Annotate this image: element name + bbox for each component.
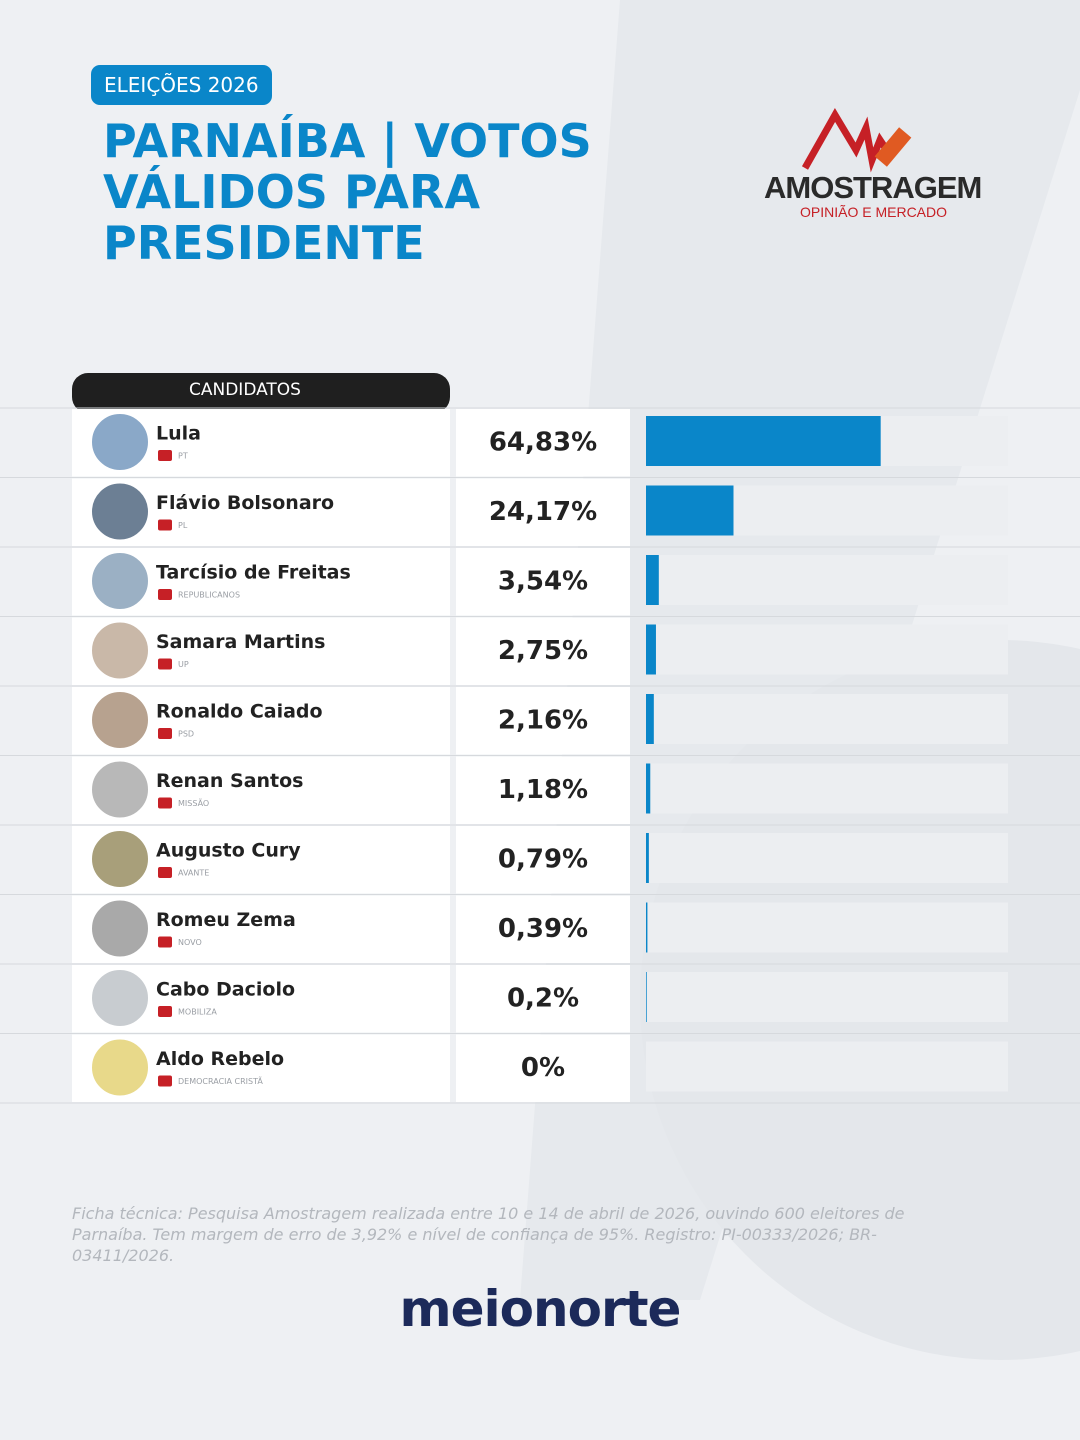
bar (646, 902, 648, 953)
bar-track (646, 555, 1008, 605)
candidate-photo (90, 481, 150, 542)
candidate-name: Aldo Rebelo (156, 1048, 284, 1070)
value-cell (456, 826, 630, 894)
value-label: 2,16% (498, 706, 588, 736)
tag: ELEIÇÕES 2026 (91, 65, 272, 105)
bar-track (646, 763, 1008, 814)
party-icon (158, 936, 172, 948)
candidate-name: Ronaldo Caiado (156, 701, 323, 723)
candidate-name: Renan Santos (156, 770, 303, 792)
logo-name: AMOSTRAGEM (764, 170, 982, 205)
bar (646, 555, 659, 605)
party-name: PT (178, 452, 188, 461)
candidate-name: Samara Martins (156, 631, 325, 653)
title: PARNAÍBA | VOTOS VÁLIDOS PARA PRESIDENTE (103, 114, 592, 270)
party-icon (158, 589, 172, 600)
party-icon (158, 867, 172, 878)
value-cell (456, 478, 630, 546)
bar-track (646, 694, 1008, 744)
value-label: 0,79% (498, 845, 588, 875)
value-cell (456, 617, 630, 685)
candidate-name: Flávio Bolsonaro (156, 492, 334, 514)
bar (646, 763, 651, 814)
rows: Lula PT 64,83% Flávio Bolsonaro PL 24,17% Tarc… (0, 407, 1080, 1104)
column-header: CANDIDATOS (189, 380, 301, 400)
value-cell (456, 965, 630, 1033)
party-name: MISSÃO (178, 798, 209, 808)
candidate-photo (90, 968, 150, 1028)
candidate-photo (90, 829, 150, 889)
value-cell (456, 687, 630, 755)
bar-track (646, 902, 1008, 953)
bar (646, 624, 656, 675)
party-name: UP (178, 660, 189, 669)
candidate-name: Romeu Zema (156, 909, 296, 931)
party-icon (158, 797, 172, 809)
bar (646, 972, 647, 1022)
party-icon (158, 450, 172, 461)
logo-mark (801, 108, 912, 173)
candidate-photo (90, 898, 150, 959)
candidate-photo (90, 1037, 150, 1098)
candidate-name: Cabo Daciolo (156, 979, 295, 1001)
candidate-photo (90, 551, 150, 611)
bar-track (646, 972, 1008, 1022)
value-label: 0,39% (498, 914, 588, 944)
value-cell (456, 1034, 630, 1102)
party-icon (158, 658, 172, 670)
header-tab (72, 373, 450, 413)
bar (646, 833, 649, 883)
value-cell (456, 756, 630, 824)
value-label: 64,83% (489, 428, 597, 458)
candidate-name: Lula (156, 423, 201, 445)
party-name: MOBILIZA (178, 1008, 217, 1017)
party-icon (158, 519, 172, 531)
value-label: 0,2% (507, 984, 579, 1014)
bar-track (646, 624, 1008, 675)
party-name: DEMOCRACIA CRISTÃ (178, 1076, 263, 1086)
party-name: NOVO (178, 938, 202, 947)
value-cell (456, 548, 630, 616)
party-icon (158, 728, 172, 739)
value-cell (456, 895, 630, 963)
candidate-photo (90, 759, 150, 820)
candidate-photo (90, 620, 150, 681)
value-label: 3,54% (498, 567, 588, 597)
bar (646, 416, 881, 466)
value-label: 2,75% (498, 636, 588, 666)
party-name: AVANTE (178, 869, 209, 878)
footnote: Ficha técnica: Pesquisa Amostragem reali… (72, 1204, 905, 1265)
candidate-photo (90, 690, 150, 750)
value-cell (456, 409, 630, 477)
value-label: 1,18% (498, 775, 588, 805)
bar-track (646, 1041, 1008, 1092)
candidate-name: Tarcísio de Freitas (156, 562, 351, 584)
brand: meionorte (399, 1280, 682, 1338)
bar (646, 694, 654, 744)
party-name: PL (178, 521, 188, 530)
party-name: REPUBLICANOS (178, 591, 240, 600)
bar (646, 485, 734, 536)
value-label: 0% (521, 1053, 565, 1083)
candidate-photo (90, 412, 150, 472)
value-label: 24,17% (489, 497, 597, 527)
party-icon (158, 1075, 172, 1087)
party-icon (158, 1006, 172, 1017)
bar-track (646, 833, 1008, 883)
party-name: PSD (178, 730, 194, 739)
logo-tagline: OPINIÃO E MERCADO (800, 204, 948, 220)
candidate-name: Augusto Cury (156, 840, 301, 862)
